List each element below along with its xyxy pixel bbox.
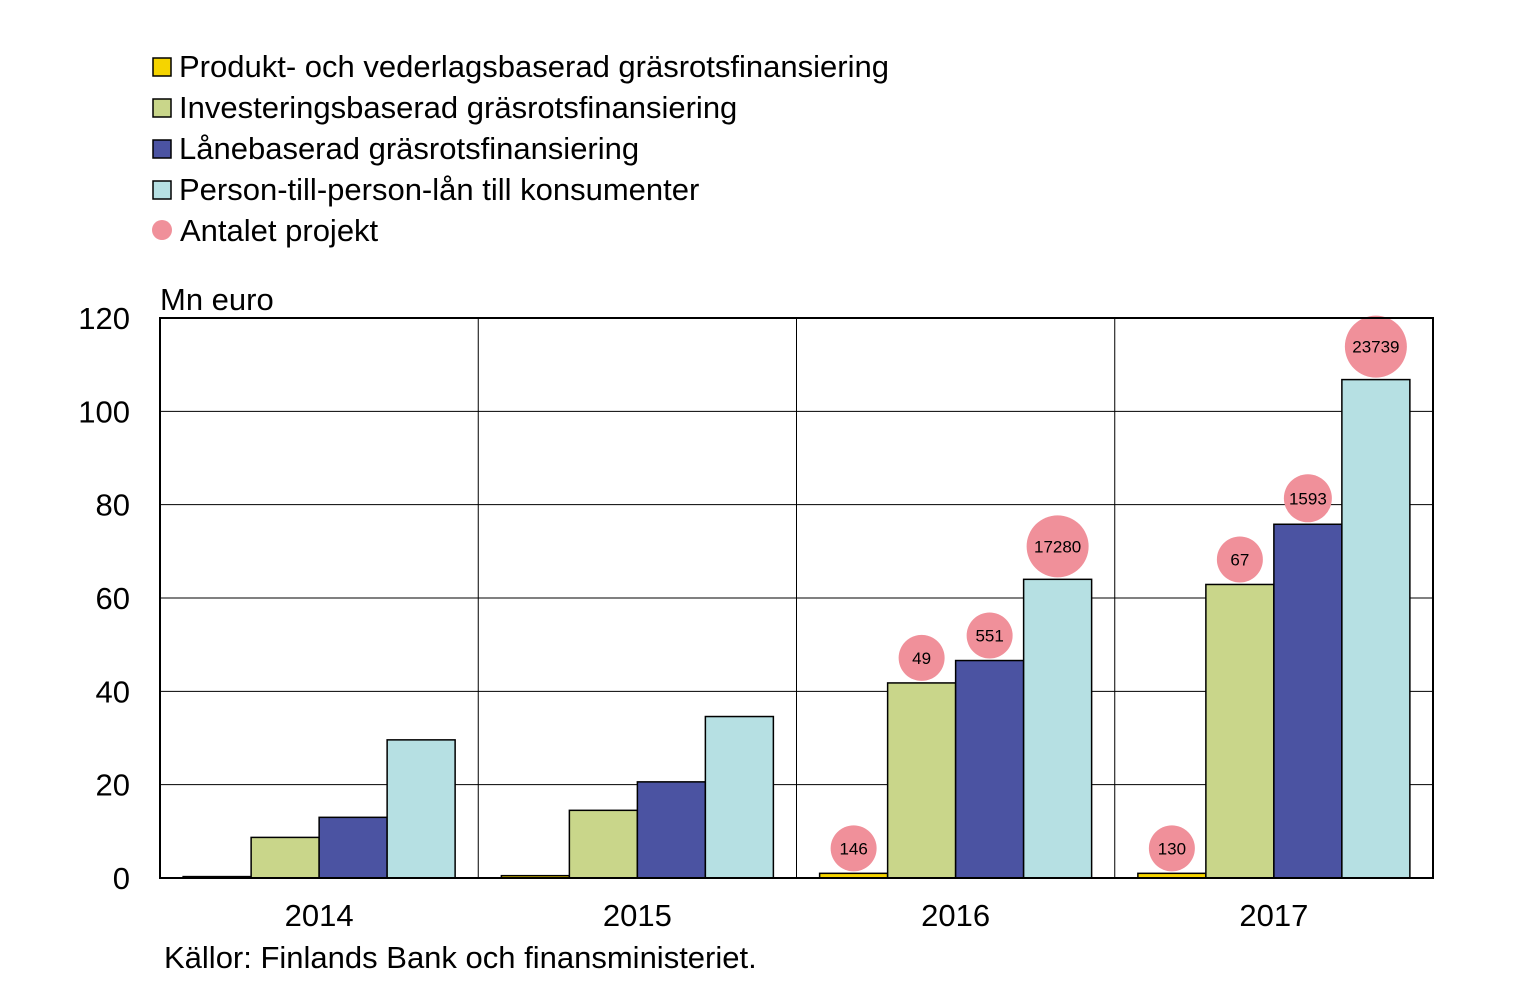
project-count-label: 130	[1158, 839, 1186, 858]
y-tick-label: 100	[78, 394, 130, 429]
x-axis-ticks: 2014 2015 2016 2017	[285, 898, 1309, 933]
bar-2016-series-2	[886, 682, 957, 879]
y-tick-label: 80	[96, 488, 130, 523]
project-count-label: 1593	[1289, 489, 1327, 508]
legend-label-projects: Antalet projekt	[180, 213, 379, 248]
project-count-bubbles: 146 49 551 17280 130 67 1593 23739	[830, 315, 1407, 872]
y-axis-ticks: 0 20 40 60 80 100 120	[78, 301, 130, 896]
legend: Produkt- och vederlagsbaserad gräsrotsfi…	[152, 49, 889, 248]
bar-2016-series-3	[954, 659, 1025, 879]
project-bubble-2017-series-1	[1148, 825, 1195, 872]
plot-frame	[159, 317, 1434, 879]
project-count-label: 49	[912, 649, 931, 668]
project-count-label: 23739	[1352, 338, 1399, 357]
project-bubble-2016-series-3	[966, 612, 1013, 659]
x-tick-label: 2014	[285, 898, 354, 933]
legend-label-4: Person-till-person-lån till konsumenter	[179, 172, 699, 207]
y-tick-label: 20	[96, 768, 130, 803]
bars	[182, 378, 1411, 879]
bar-2015-series-4	[704, 715, 775, 879]
bar-2014-series-4	[386, 739, 456, 879]
bar-2016-series-4	[1022, 578, 1093, 879]
y-tick-label: 60	[96, 581, 130, 616]
project-bubble-2017-series-3	[1283, 474, 1332, 523]
legend-label-3: Lånebaserad gräsrotsfinansiering	[179, 131, 639, 166]
bar-2014-series-3	[318, 816, 388, 879]
bar-2015-series-2	[568, 809, 639, 879]
bar-2017-series-4	[1341, 378, 1411, 879]
y-tick-label: 40	[96, 674, 130, 709]
x-tick-label: 2017	[1239, 898, 1308, 933]
x-tick-label: 2016	[921, 898, 990, 933]
legend-swatch-2	[152, 98, 172, 118]
legend-label-1: Produkt- och vederlagsbaserad gräsrotsfi…	[179, 49, 889, 84]
bar-2015-series-3	[636, 781, 707, 879]
legend-swatch-3	[152, 139, 172, 159]
project-count-label: 551	[975, 627, 1003, 646]
legend-swatch-1	[152, 57, 172, 77]
bar-2017-series-2	[1205, 583, 1275, 879]
y-tick-label: 0	[113, 861, 130, 896]
project-count-label: 17280	[1034, 537, 1081, 556]
x-tick-label: 2015	[603, 898, 672, 933]
legend-label-2: Investeringsbaserad gräsrotsfinansiering	[179, 90, 737, 125]
source-note: Källor: Finlands Bank och finansminister…	[164, 940, 757, 975]
y-tick-label: 120	[78, 301, 130, 336]
bar-2017-series-3	[1273, 523, 1343, 879]
bar-2014-series-2	[250, 836, 320, 879]
project-bubble-2017-series-4	[1344, 315, 1407, 378]
project-bubble-2017-series-2	[1216, 536, 1263, 583]
project-count-label: 67	[1230, 550, 1249, 569]
y-axis-label: Mn euro	[160, 282, 274, 317]
legend-marker-projects	[152, 220, 172, 240]
project-count-label: 146	[839, 839, 867, 858]
project-bubble-2016-series-4	[1026, 515, 1089, 578]
legend-swatch-4	[152, 180, 172, 200]
project-bubble-2016-series-2	[898, 634, 945, 681]
project-bubble-2016-series-1	[830, 825, 877, 872]
